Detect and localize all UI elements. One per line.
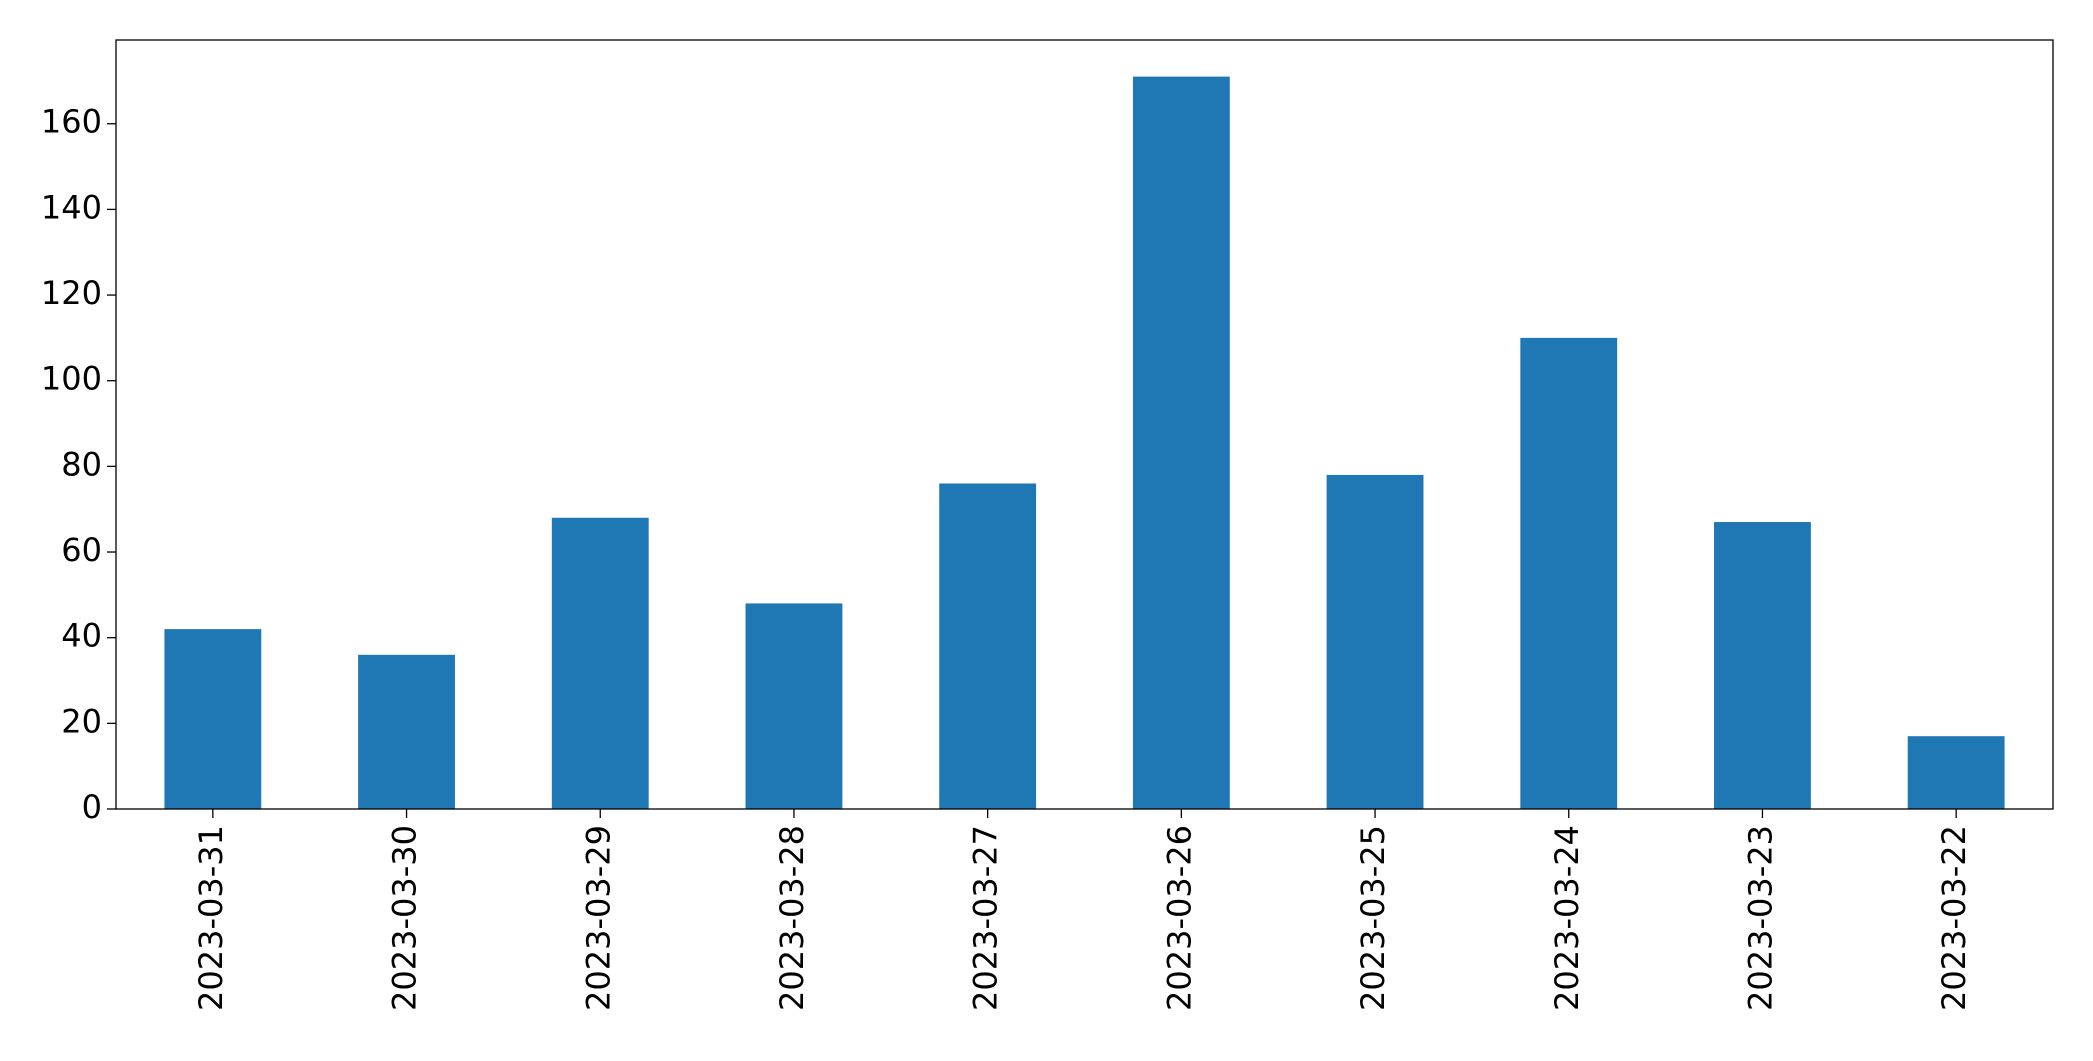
bar — [745, 603, 843, 809]
x-tick-label: 2023-03-25 — [1354, 825, 1392, 1011]
y-tick-label: 80 — [61, 445, 102, 483]
y-tick-label: 40 — [61, 617, 102, 655]
bar — [358, 654, 455, 809]
bar — [1520, 337, 1618, 809]
x-tick-label: 2023-03-31 — [192, 825, 230, 1011]
bar — [551, 517, 649, 809]
y-tick-label: 160 — [41, 103, 102, 141]
x-tick-label: 2023-03-22 — [1935, 825, 1973, 1011]
bar — [1714, 522, 1811, 809]
bar — [164, 629, 262, 809]
plot-frame — [115, 39, 2054, 810]
x-tick-label: 2023-03-30 — [386, 825, 424, 1011]
x-tick-label: 2023-03-24 — [1548, 825, 1586, 1011]
x-tick-label: 2023-03-29 — [579, 825, 617, 1011]
x-tick-label: 2023-03-27 — [967, 825, 1005, 1011]
y-tick-label: 20 — [61, 702, 102, 740]
y-tick-label: 140 — [41, 188, 102, 226]
x-tick-label: 2023-03-28 — [773, 825, 811, 1011]
y-tick-label: 100 — [41, 360, 102, 398]
y-tick-label: 0 — [82, 788, 102, 826]
bar — [1907, 736, 2005, 809]
x-tick-label: 2023-03-23 — [1741, 825, 1779, 1011]
bar — [1132, 76, 1230, 810]
y-tick-label: 120 — [41, 274, 102, 312]
y-tick-label: 60 — [61, 531, 102, 569]
bar — [1326, 474, 1424, 809]
bar — [939, 483, 1037, 809]
x-tick-label: 2023-03-26 — [1160, 825, 1198, 1011]
